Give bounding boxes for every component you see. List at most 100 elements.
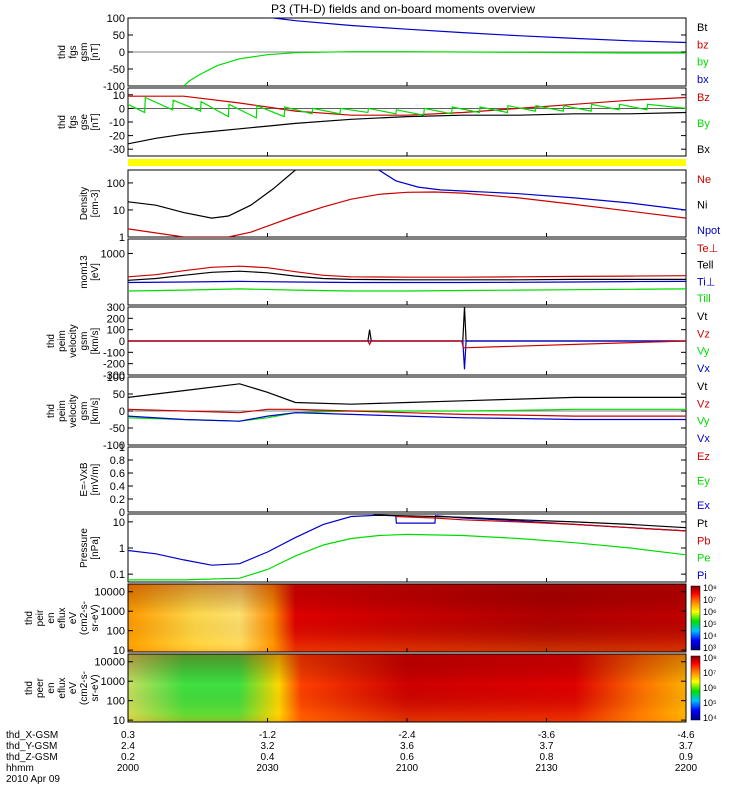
y-axis-label: E=-VxB	[79, 462, 90, 497]
panel-3: 1 10 100 Density [cm-3] Ne Ni Npot	[79, 169, 720, 244]
y-axis-label: gse	[79, 114, 90, 131]
y-tick-label: 10000	[94, 657, 125, 669]
y-tick-label: 10	[113, 517, 125, 529]
y-tick-label: -200	[103, 359, 125, 371]
legend-entry: Bz	[697, 92, 710, 104]
legend-entry: Pt	[697, 518, 707, 530]
legend-entry: Ne	[697, 174, 711, 186]
y-tick-label: 0.1	[110, 569, 125, 581]
legend-entry: Vx	[697, 363, 710, 375]
legend-entry: Vt	[697, 381, 707, 393]
colorbar-tick-label: 10³	[703, 643, 716, 653]
y-tick-label: 1	[119, 232, 125, 244]
colorbar-tick-label: 10⁸	[703, 653, 717, 663]
colorbar-tick-label: 10⁸	[703, 583, 717, 593]
y-axis-label: thd	[46, 334, 57, 348]
panel-frame	[127, 446, 687, 513]
y-tick-label: 100	[107, 13, 125, 25]
y-axis-label: [mV/m]	[90, 463, 101, 495]
legend-entry: Ti⊥	[697, 276, 715, 288]
y-axis-label: [nT]	[90, 43, 101, 60]
series-line	[128, 383, 686, 405]
panel-frame	[127, 513, 687, 583]
x-axis-value: 2200	[675, 763, 698, 774]
panel-1: -100 -50 0 50 100 thd fgs gsm [nT] Bt bz by bx	[57, 13, 709, 93]
y-tick-label: -100	[103, 347, 125, 359]
y-axis-label: en	[46, 612, 57, 623]
x-axis-value: -1.2	[259, 730, 277, 741]
legend-entry: bz	[697, 39, 709, 51]
x-axis-row-label: thd_Z-GSM	[6, 752, 58, 763]
colorbar-tick-label: 10⁶	[703, 683, 717, 693]
legend-entry: Ex	[697, 500, 710, 512]
x-axis-value: 3.7	[540, 741, 554, 752]
colorbar-tick-label: 10⁴	[703, 631, 717, 641]
y-axis-label: mom13	[79, 255, 90, 289]
series-line	[128, 412, 686, 422]
series-line	[128, 270, 686, 281]
y-tick-label: 1	[119, 543, 125, 555]
y-tick-label: -100	[103, 81, 125, 93]
y-tick-label: -30	[109, 144, 125, 156]
x-axis-value: 2000	[117, 763, 140, 774]
series-line	[128, 340, 686, 370]
legend-entry: Te⊥	[697, 243, 718, 255]
panel-4: 1000 mom13 [eV] Te⊥ Tell Ti⊥ Till	[79, 238, 718, 306]
series-line	[128, 280, 686, 284]
y-axis-label: (cm2-s-	[79, 671, 90, 705]
y-tick-label: 100	[107, 325, 125, 337]
legend-entry: Tell	[697, 260, 714, 272]
y-axis-label: [nPa]	[90, 536, 101, 560]
y-axis-label: gsm	[79, 43, 90, 62]
y-axis-label: gsm	[79, 332, 90, 351]
y-axis-label: [km/s]	[90, 397, 101, 424]
legend-entry: by	[697, 57, 709, 69]
x-axis-value: -4.6	[677, 730, 695, 741]
y-tick-label: 200	[107, 313, 125, 325]
series-line	[268, 18, 686, 44]
y-tick-label: 0	[119, 406, 125, 418]
panel-6: -100 -50 0 50 100 thd peim velocity gsm [km/s] Vt V…	[46, 372, 710, 452]
y-tick-label: 10	[113, 715, 125, 727]
x-axis-value: 0.3	[121, 730, 135, 741]
flag-bar	[128, 159, 686, 166]
x-axis-value: 0.6	[400, 752, 414, 763]
y-axis-label: eV	[68, 612, 79, 625]
y-tick-label: 1000	[101, 248, 125, 260]
series-line	[377, 170, 686, 211]
y-tick-label: 100	[107, 372, 125, 384]
x-axis-value: 3.2	[261, 741, 275, 752]
colorbar-tick-label: 10⁴	[703, 713, 717, 723]
y-tick-label: -10	[109, 117, 125, 129]
y-tick-label: -20	[109, 131, 125, 143]
y-axis-label: peim	[57, 400, 68, 422]
panel-frame	[127, 87, 687, 157]
panel-frame	[127, 169, 687, 238]
y-tick-label: 0.6	[110, 468, 125, 480]
legend-entry: Vy	[697, 346, 710, 358]
series-line	[128, 408, 686, 417]
legend-entry: bx	[697, 74, 709, 86]
series-line	[128, 265, 686, 278]
legend-entry: Ni	[697, 200, 707, 212]
y-axis-label: thd	[24, 681, 35, 695]
y-tick-label: 0.8	[110, 455, 125, 467]
colorbar	[690, 585, 701, 651]
panel-7: 00.20.40.60.81 E=-VxB [mV/m] Ez Ey Ex	[79, 442, 710, 519]
series-line	[128, 307, 686, 342]
y-axis-label: thd	[57, 45, 68, 59]
y-axis-label: Density	[79, 187, 90, 220]
y-axis-label: sr-eV)	[90, 674, 101, 701]
y-tick-label: 10	[113, 90, 125, 102]
x-axis-value: 2100	[396, 763, 419, 774]
series-line	[128, 533, 686, 581]
y-tick-label: 0.2	[110, 494, 125, 506]
spectrogram-shade	[128, 584, 686, 652]
colorbar-tick-label: 10⁷	[703, 595, 716, 605]
colorbar-tick-label: 10⁶	[703, 607, 717, 617]
panel-8: 0.1 1 10 Pressure [nPa] Pt Pb Pe Pi	[79, 513, 710, 583]
y-tick-label: 1000	[101, 606, 125, 618]
y-axis-label: sr-eV)	[90, 604, 101, 631]
legend-entry: Vt	[697, 311, 707, 323]
